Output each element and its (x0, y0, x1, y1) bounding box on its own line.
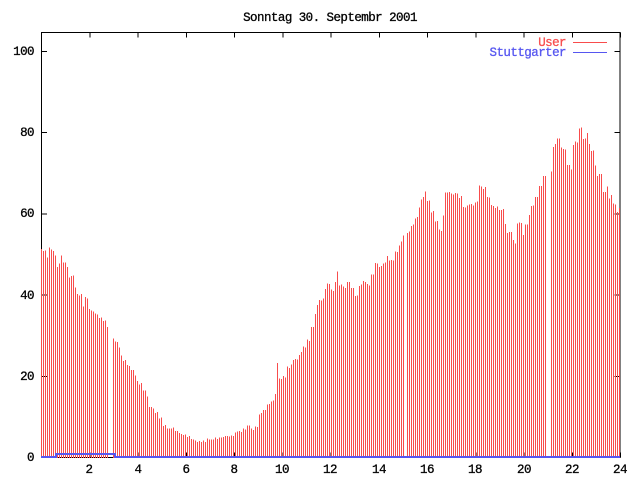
svg-text:12: 12 (323, 463, 337, 477)
svg-text:20: 20 (20, 370, 34, 384)
svg-text:2: 2 (86, 463, 93, 477)
svg-text:8: 8 (231, 463, 238, 477)
svg-text:16: 16 (420, 463, 434, 477)
svg-text:40: 40 (20, 289, 34, 303)
svg-text:6: 6 (183, 463, 190, 477)
svg-text:60: 60 (20, 207, 34, 221)
svg-text:4: 4 (135, 463, 142, 477)
svg-text:22: 22 (565, 463, 579, 477)
svg-text:24: 24 (613, 463, 627, 477)
svg-text:20: 20 (517, 463, 531, 477)
svg-text:14: 14 (372, 463, 386, 477)
svg-text:User: User (538, 36, 566, 50)
svg-text:0: 0 (27, 451, 34, 465)
svg-text:18: 18 (468, 463, 482, 477)
svg-text:Stuttgarter: Stuttgarter (490, 46, 567, 60)
svg-text:10: 10 (275, 463, 289, 477)
svg-text:100: 100 (13, 45, 34, 59)
svg-text:80: 80 (20, 126, 34, 140)
svg-text:Sonntag 30. Septembr 2001: Sonntag 30. Septembr 2001 (243, 11, 417, 25)
